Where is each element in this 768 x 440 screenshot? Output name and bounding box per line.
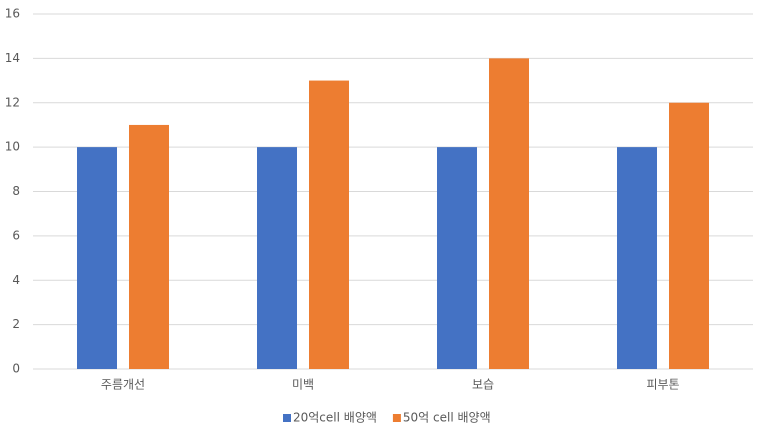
bar [77,147,117,369]
bar [669,102,709,369]
y-tick-label: 2 [12,317,20,331]
bar [257,147,297,369]
x-tick-label: 주름개선 [101,378,145,392]
y-tick-label: 14 [5,51,20,65]
bar [489,58,529,369]
y-tick-label: 12 [5,95,20,109]
y-tick-label: 10 [5,140,20,154]
y-tick-label: 6 [12,228,20,242]
bar [129,124,169,369]
bar [309,80,349,369]
x-tick-label: 미백 [292,378,314,392]
bar [617,147,657,369]
y-tick-label: 8 [12,184,20,198]
legend-swatch [392,414,401,422]
x-tick-label: 피부톤 [646,378,679,392]
y-tick-label: 16 [5,7,20,21]
legend-label: 50억 cell 배양액 [403,411,491,425]
legend-swatch [283,414,291,422]
legend-label: 20억cell 배양액 [293,411,377,425]
y-tick-label: 4 [12,273,20,287]
x-tick-label: 보습 [472,378,494,392]
bar [437,147,477,369]
y-tick-label: 0 [12,362,20,376]
